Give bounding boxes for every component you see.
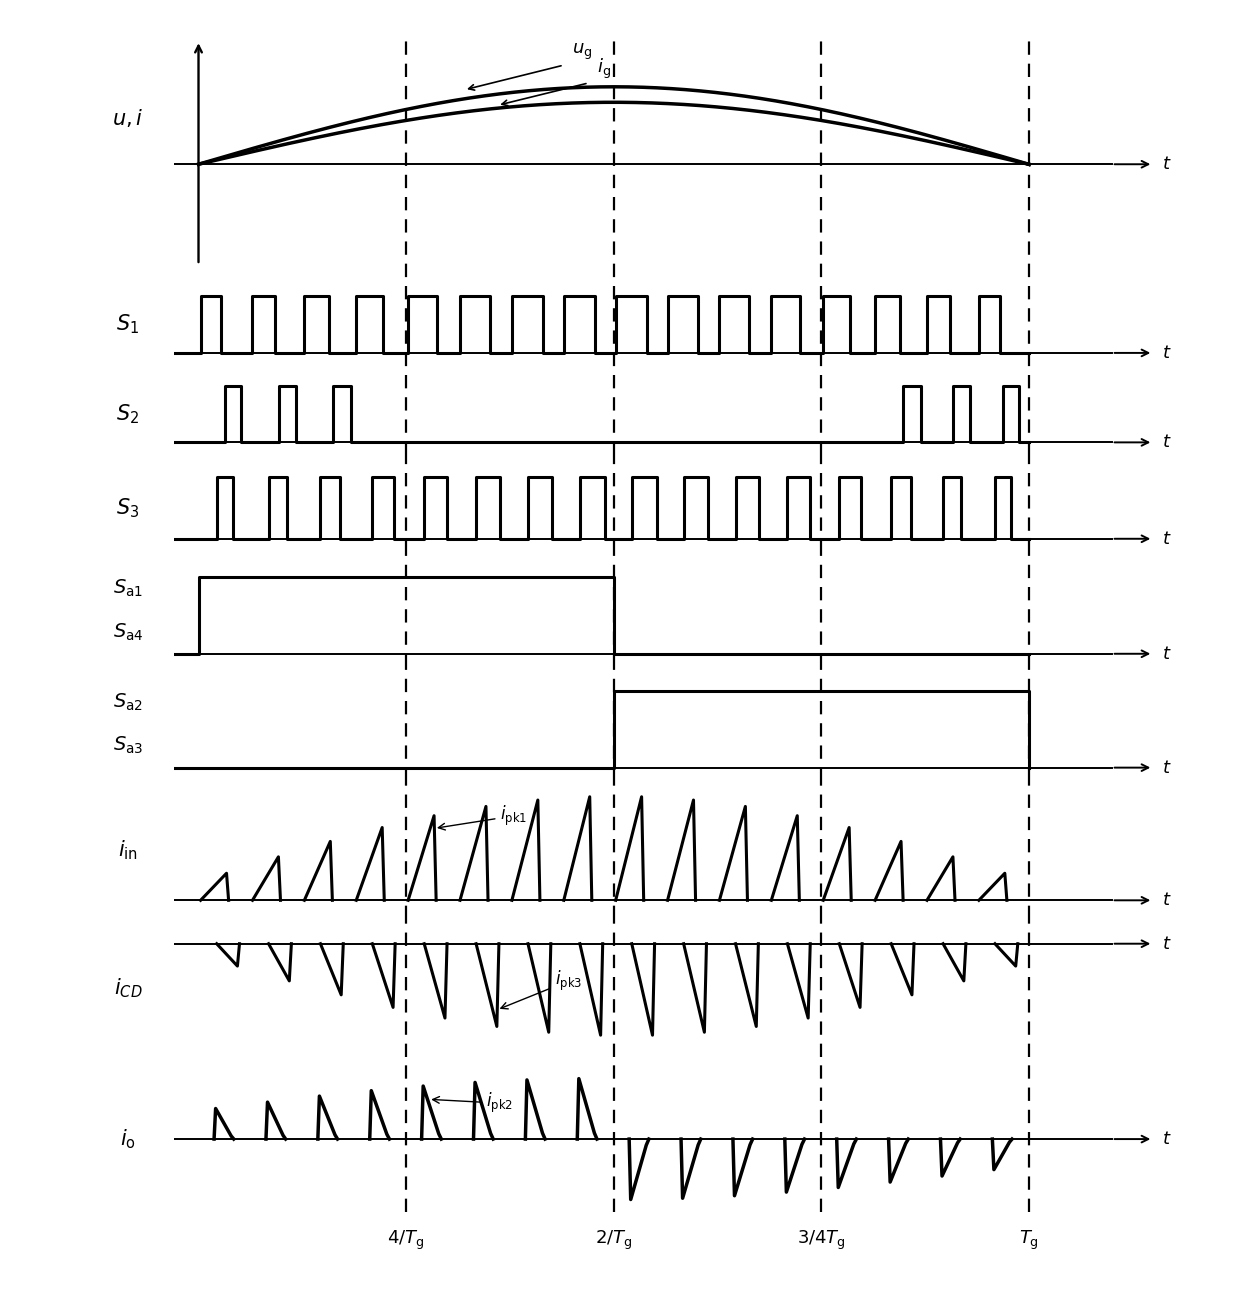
Text: $t$: $t$ <box>1162 434 1171 451</box>
Text: $i_{CD}$: $i_{CD}$ <box>114 976 143 999</box>
Text: $S_{\rm a2}$: $S_{\rm a2}$ <box>113 692 143 713</box>
Text: $2/T_{\rm g}$: $2/T_{\rm g}$ <box>595 1229 632 1252</box>
Text: $u_{\rm g}$: $u_{\rm g}$ <box>572 42 593 63</box>
Text: $t$: $t$ <box>1162 758 1171 777</box>
Text: $S_{\rm a4}$: $S_{\rm a4}$ <box>113 622 144 642</box>
Text: $t$: $t$ <box>1162 530 1171 547</box>
Text: $t$: $t$ <box>1162 1130 1171 1148</box>
Text: $t$: $t$ <box>1162 891 1171 909</box>
Text: $S_{\rm a1}$: $S_{\rm a1}$ <box>113 577 143 599</box>
Text: $S_3$: $S_3$ <box>117 496 140 520</box>
Text: $3/4T_{\rm g}$: $3/4T_{\rm g}$ <box>796 1229 846 1252</box>
Text: $t$: $t$ <box>1162 934 1171 952</box>
Text: $t$: $t$ <box>1162 645 1171 663</box>
Text: $i_{\rm pk3}$: $i_{\rm pk3}$ <box>501 969 583 1009</box>
Text: $4/T_{\rm g}$: $4/T_{\rm g}$ <box>387 1229 425 1252</box>
Text: $u,i$: $u,i$ <box>112 107 144 129</box>
Text: $i_{\rm in}$: $i_{\rm in}$ <box>118 839 138 863</box>
Text: $S_{\rm a3}$: $S_{\rm a3}$ <box>113 735 143 756</box>
Text: $i_{\rm pk2}$: $i_{\rm pk2}$ <box>433 1091 513 1115</box>
Text: $T_{\rm g}$: $T_{\rm g}$ <box>1019 1229 1039 1252</box>
Text: $S_1$: $S_1$ <box>117 313 140 336</box>
Text: $i_{\rm o}$: $i_{\rm o}$ <box>120 1127 136 1151</box>
Text: $S_2$: $S_2$ <box>117 403 140 426</box>
Text: $i_{\rm g}$: $i_{\rm g}$ <box>596 56 611 81</box>
Text: $t$: $t$ <box>1162 155 1171 173</box>
Text: $i_{\rm pk1}$: $i_{\rm pk1}$ <box>439 804 527 830</box>
Text: $t$: $t$ <box>1162 344 1171 362</box>
